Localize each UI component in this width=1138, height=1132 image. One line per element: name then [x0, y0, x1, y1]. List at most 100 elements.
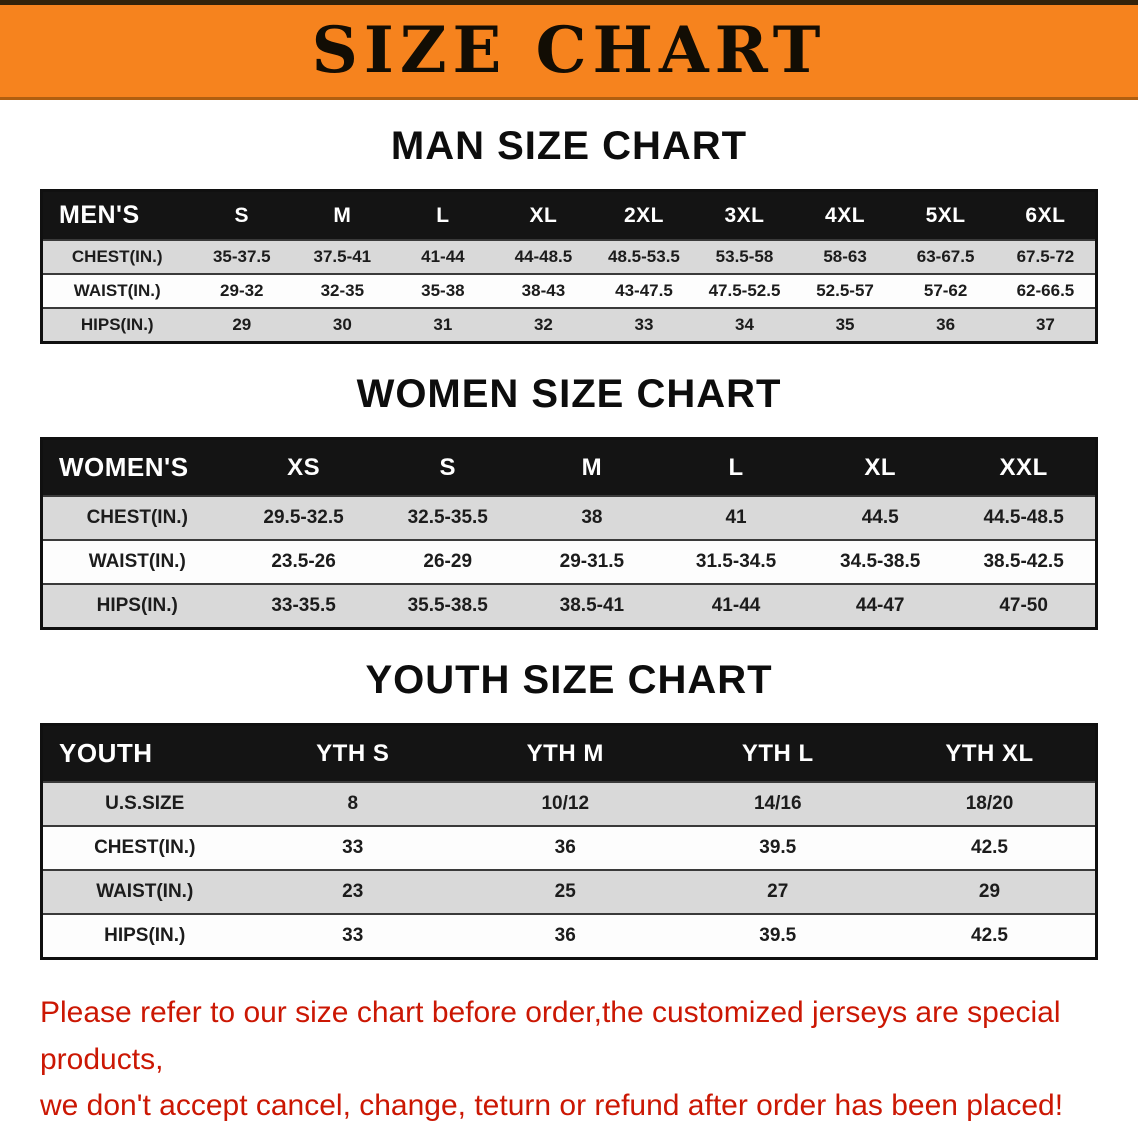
size-header-cell: YTH XL [884, 724, 1097, 782]
value-cell: 44.5 [808, 495, 953, 540]
row-label-cell: WAIST(IN.) [41, 273, 192, 308]
value-cell: 44.5-48.5 [952, 495, 1097, 540]
value-cell: 35-37.5 [191, 239, 293, 274]
value-cell: 38-43 [493, 273, 594, 308]
size-header-cell: 4XL [794, 190, 896, 240]
value-cell: 35-38 [392, 273, 494, 308]
table-header-row: WOMEN'S XS S M L XL XXL [41, 438, 1097, 496]
value-cell: 41-44 [392, 239, 494, 274]
size-header-cell: XS [231, 438, 376, 496]
youth-section-heading: YOUTH SIZE CHART [365, 658, 773, 702]
table-title-cell: MEN'S [41, 190, 192, 240]
value-cell: 36 [895, 307, 996, 343]
table-row: CHEST(IN.) 29.5-32.5 32.5-35.5 38 41 44.5 44.5… [41, 495, 1097, 540]
value-cell: 8 [246, 781, 459, 826]
table-row: CHEST(IN.) 33 36 39.5 42.5 [41, 825, 1097, 870]
value-cell: 30 [292, 307, 393, 343]
value-cell: 67.5-72 [995, 239, 1097, 274]
table-row: U.S.SIZE 8 10/12 14/16 18/20 [41, 781, 1097, 826]
value-cell: 42.5 [884, 913, 1097, 959]
value-cell: 47.5-52.5 [694, 273, 795, 308]
value-cell: 35.5-38.5 [375, 583, 520, 629]
value-cell: 33 [246, 913, 459, 959]
women-section-heading: WOMEN SIZE CHART [356, 372, 782, 416]
value-cell: 35 [794, 307, 896, 343]
value-cell: 33 [246, 825, 459, 870]
disclaimer-line-1: Please refer to our size chart before or… [40, 996, 1061, 1076]
women-size-table: WOMEN'S XS S M L XL XXL CHEST(IN.) 29.5-32.5 32.… [40, 437, 1098, 630]
size-header-cell: 3XL [694, 190, 795, 240]
table-title-cell: YOUTH [41, 724, 247, 782]
youth-size-table: YOUTH YTH S YTH M YTH L YTH XL U.S.SIZE 8 10/1… [40, 723, 1098, 960]
value-cell: 53.5-58 [694, 239, 795, 274]
disclaimer-line-2: we don't accept cancel, change, teturn o… [40, 1089, 1064, 1122]
row-label-cell: HIPS(IN.) [41, 583, 232, 629]
value-cell: 48.5-53.5 [593, 239, 695, 274]
size-header-cell: S [191, 190, 293, 240]
value-cell: 29-31.5 [519, 539, 664, 584]
value-cell: 42.5 [884, 825, 1097, 870]
table-header-row: YOUTH YTH S YTH M YTH L YTH XL [41, 724, 1097, 782]
men-table-head: MEN'S S M L XL 2XL 3XL 4XL 5XL 6XL [41, 190, 1097, 240]
size-header-cell: 2XL [593, 190, 695, 240]
table-row: CHEST(IN.) 35-37.5 37.5-41 41-44 44-48.5 48.5… [41, 239, 1097, 274]
size-header-cell: YTH L [671, 724, 884, 782]
value-cell: 26-29 [375, 539, 520, 584]
value-cell: 36 [459, 913, 672, 959]
row-label-cell: WAIST(IN.) [41, 539, 232, 584]
value-cell: 25 [459, 869, 672, 914]
value-cell: 57-62 [895, 273, 996, 308]
row-label-cell: HIPS(IN.) [41, 307, 192, 343]
row-label-cell: CHEST(IN.) [41, 825, 247, 870]
value-cell: 23.5-26 [231, 539, 376, 584]
value-cell: 36 [459, 825, 672, 870]
value-cell: 23 [246, 869, 459, 914]
row-label-cell: U.S.SIZE [41, 781, 247, 826]
size-header-cell: 6XL [995, 190, 1097, 240]
value-cell: 47-50 [952, 583, 1097, 629]
table-row: HIPS(IN.) 29 30 31 32 33 34 35 36 37 [41, 307, 1097, 343]
value-cell: 14/16 [671, 781, 884, 826]
value-cell: 31.5-34.5 [663, 539, 809, 584]
page-title: SIZE CHART [311, 13, 827, 88]
size-header-cell: XL [493, 190, 594, 240]
value-cell: 44-48.5 [493, 239, 594, 274]
size-header-cell: XXL [952, 438, 1097, 496]
men-table-body: CHEST(IN.) 35-37.5 37.5-41 41-44 44-48.5 48.5… [41, 239, 1097, 343]
value-cell: 32.5-35.5 [375, 495, 520, 540]
banner: SIZE CHART [0, 0, 1138, 100]
value-cell: 62-66.5 [995, 273, 1097, 308]
value-cell: 18/20 [884, 781, 1097, 826]
value-cell: 33 [593, 307, 695, 343]
value-cell: 37.5-41 [292, 239, 393, 274]
size-header-cell: YTH M [459, 724, 672, 782]
men-size-table: MEN'S S M L XL 2XL 3XL 4XL 5XL 6XL CHEST(IN.) 35-3… [40, 189, 1098, 344]
value-cell: 58-63 [794, 239, 896, 274]
youth-section: YOUTH SIZE CHART YOUTH YTH S YTH M YTH L YTH… [0, 658, 1138, 960]
value-cell: 38 [519, 495, 664, 540]
disclaimer-note: Please refer to our size chart before or… [40, 990, 1098, 1130]
youth-table-body: U.S.SIZE 8 10/12 14/16 18/20 CHEST(IN.) 33 36 39… [41, 781, 1097, 959]
size-header-cell: M [292, 190, 393, 240]
value-cell: 33-35.5 [231, 583, 376, 629]
value-cell: 34 [694, 307, 795, 343]
table-header-row: MEN'S S M L XL 2XL 3XL 4XL 5XL 6XL [41, 190, 1097, 240]
value-cell: 10/12 [459, 781, 672, 826]
value-cell: 31 [392, 307, 494, 343]
value-cell: 29-32 [191, 273, 293, 308]
value-cell: 37 [995, 307, 1097, 343]
table-row: HIPS(IN.) 33-35.5 35.5-38.5 38.5-41 41-44 44-… [41, 583, 1097, 629]
size-header-cell: L [392, 190, 494, 240]
row-label-cell: CHEST(IN.) [41, 239, 192, 274]
value-cell: 52.5-57 [794, 273, 896, 308]
women-section: WOMEN SIZE CHART WOMEN'S XS S M L XL XXL CHEST… [0, 372, 1138, 630]
value-cell: 38.5-42.5 [952, 539, 1097, 584]
table-row: WAIST(IN.) 23.5-26 26-29 29-31.5 31.5-34.5 34… [41, 539, 1097, 584]
women-table-head: WOMEN'S XS S M L XL XXL [41, 438, 1097, 496]
row-label-cell: CHEST(IN.) [41, 495, 232, 540]
value-cell: 27 [671, 869, 884, 914]
table-title-cell: WOMEN'S [41, 438, 232, 496]
size-header-cell: M [519, 438, 664, 496]
men-section-heading: MAN SIZE CHART [390, 124, 748, 168]
